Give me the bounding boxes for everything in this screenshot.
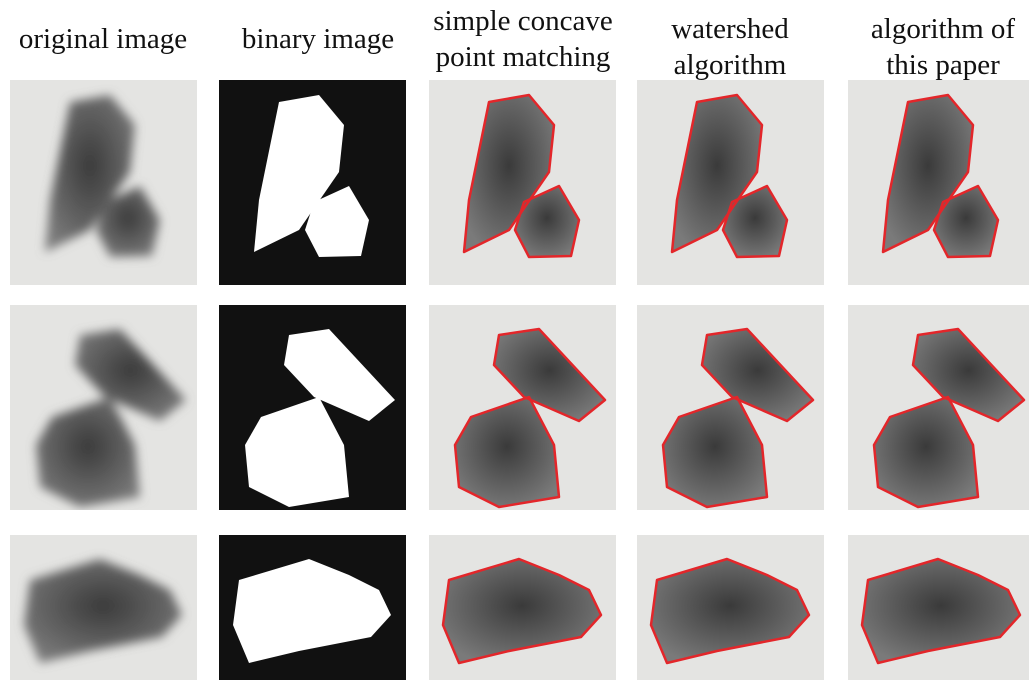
header-line: algorithm of <box>871 13 1016 45</box>
column-header: original image <box>19 23 187 55</box>
image-tile <box>10 305 197 510</box>
header-line: this paper <box>886 49 1000 81</box>
image-tile <box>10 80 197 285</box>
image-tile <box>219 535 406 680</box>
column-header: binary image <box>242 23 394 55</box>
image-tile <box>637 535 824 680</box>
image-tile <box>219 305 406 510</box>
image-tile <box>429 80 616 285</box>
image-tile <box>848 305 1029 510</box>
figure: original image binary image simple conca… <box>0 0 1029 682</box>
image-tile <box>848 535 1029 680</box>
image-tile <box>429 305 616 510</box>
image-tile <box>429 535 616 680</box>
column-header: watershed algorithm <box>671 13 789 81</box>
image-tile <box>10 535 197 680</box>
header-line: watershed <box>671 13 789 45</box>
header-line: algorithm <box>674 49 787 81</box>
column-header: algorithm of this paper <box>871 13 1016 81</box>
column-headers: original image binary image simple conca… <box>19 5 1016 81</box>
image-tile <box>219 80 406 285</box>
column-header: simple concave point matching <box>433 5 613 73</box>
image-tile <box>848 80 1029 285</box>
header-line: point matching <box>436 41 611 73</box>
header-line: simple concave <box>433 5 613 37</box>
image-tile <box>637 80 824 285</box>
image-tile <box>637 305 824 510</box>
header-line: binary image <box>242 23 394 55</box>
header-line: original image <box>19 23 187 55</box>
